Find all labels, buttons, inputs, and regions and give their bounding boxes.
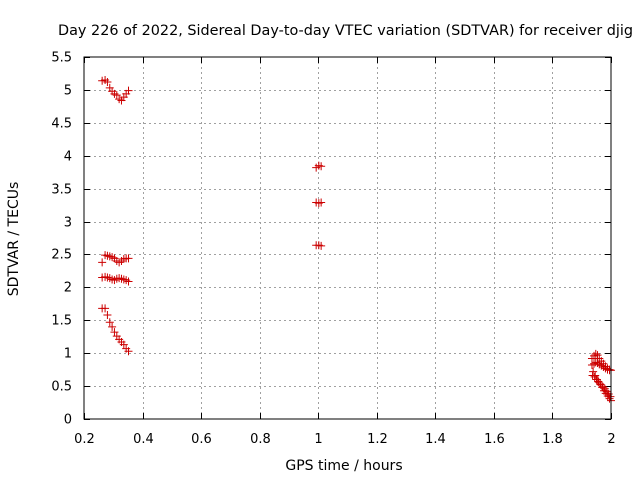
y-tick-label: 2.5 [51,248,72,263]
data-point [596,380,605,389]
y-tick-label: 5.5 [51,51,72,66]
data-point [591,358,600,367]
data-point [606,392,615,401]
data-point [599,363,608,372]
x-tick-label: 0.8 [250,432,271,447]
y-tick-label: 4.5 [51,117,72,132]
x-tick-label: 0.4 [133,432,154,447]
points-layer [98,76,615,405]
y-tick-label: 0.5 [51,380,72,395]
x-tick-label: 1.2 [367,432,388,447]
y-axis-label: SDTVAR / TECUs [6,182,22,297]
y-tick-label: 1.5 [51,314,72,329]
y-tick-label: 5 [64,84,72,99]
data-point [124,86,133,95]
tick-layer: 0.2 0.4 0.6 0.8 1 1.2 1.4 1.6 1.8 2 0 0.5 1 1.5 2 2.5 3 3… [51,51,615,448]
x-tick-label: 1.4 [425,432,446,447]
x-tick-label: 1.6 [484,432,505,447]
data-point [124,277,133,286]
plot-frame [83,56,612,420]
data-point [101,304,110,313]
x-tick-label: 1 [314,432,322,447]
data-point [591,371,600,380]
data-point [589,367,598,376]
data-point [98,258,107,267]
data-point [590,351,599,360]
data-point [103,78,112,87]
data-point [317,198,326,207]
data-point [603,365,612,374]
data-point [591,349,600,358]
chart-title: Day 226 of 2022, Sidereal Day-to-day VTE… [58,23,633,39]
data-point [317,162,326,171]
y-tick-label: 0 [64,413,72,428]
y-tick-label: 1 [64,347,72,362]
data-point [317,241,326,250]
data-point [598,382,607,391]
y-tick-label: 3 [64,216,72,231]
data-point [124,254,133,263]
x-axis-label: GPS time / hours [285,458,402,474]
data-point [605,366,614,375]
y-tick-label: 2 [64,281,72,296]
data-point [590,359,599,368]
x-tick-label: 2 [607,432,615,447]
x-tick-label: 0.6 [191,432,212,447]
data-point [103,311,112,320]
data-point [105,318,114,327]
x-tick-label: 1.8 [542,432,563,447]
data-point [108,322,117,331]
y-tick-label: 3.5 [51,183,72,198]
data-point [595,360,604,369]
data-point [593,351,602,360]
grid-layer [84,57,611,419]
data-point [124,347,133,356]
data-point [601,364,610,373]
y-tick-label: 4 [64,150,72,165]
data-point [597,361,606,370]
x-tick-label: 0.2 [74,432,95,447]
data-point [605,394,614,403]
